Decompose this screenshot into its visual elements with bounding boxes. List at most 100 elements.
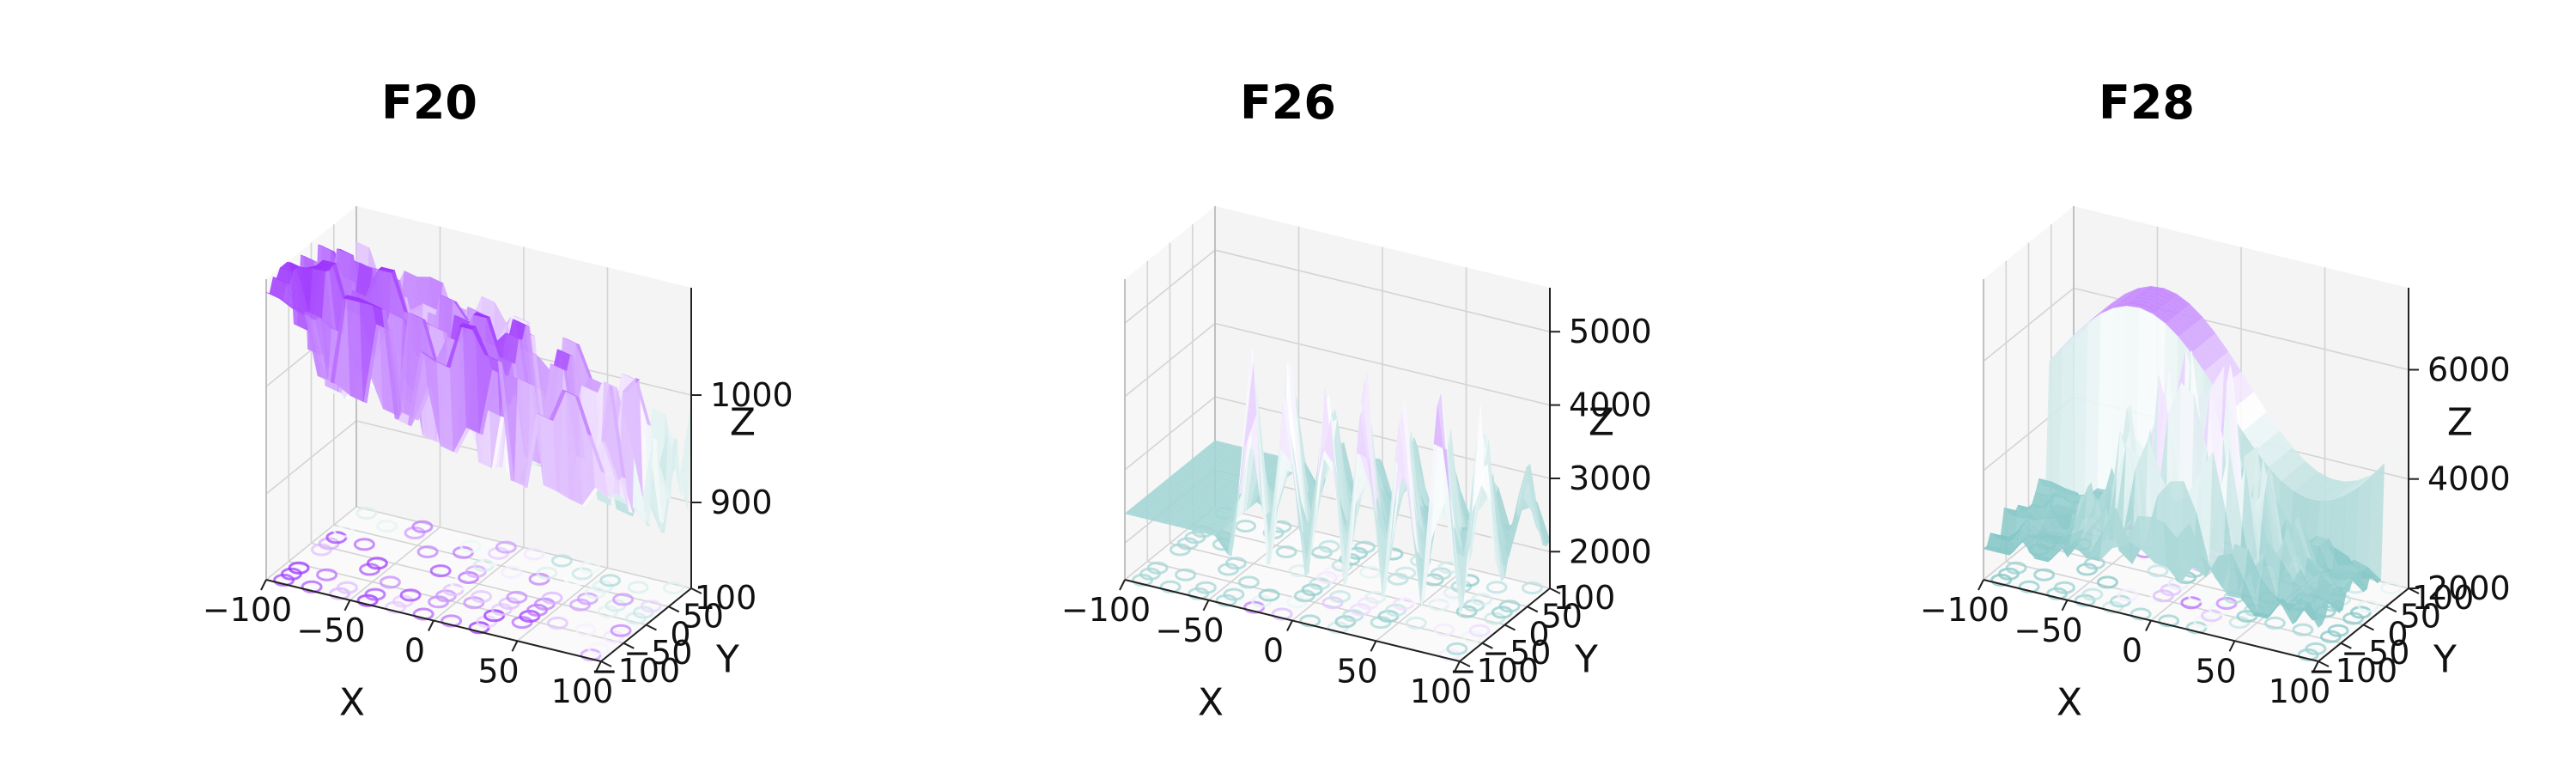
z-tick-label: 3000	[1569, 460, 1652, 497]
x-tick-label: −100	[1920, 591, 2009, 629]
y-tick-label: 50	[683, 597, 724, 635]
surface-facet	[2305, 602, 2323, 629]
chart-title: F26	[1239, 76, 1337, 130]
contour-ring	[376, 520, 398, 533]
contour-ring	[399, 588, 422, 602]
y-tick-label: 50	[2400, 597, 2441, 635]
contour-ring	[550, 554, 573, 568]
contour-ring	[2357, 600, 2379, 613]
contour-ring	[316, 568, 338, 581]
x-tick-mark	[2145, 620, 2152, 631]
x-tick-mark	[511, 640, 519, 652]
contour-ring	[2379, 581, 2402, 595]
x-tick-label: −100	[203, 591, 292, 629]
contour-ring	[1498, 600, 1521, 613]
y-tick-label: 0	[2387, 616, 2408, 654]
contour-ring	[495, 540, 517, 554]
y-tick-label: 0	[670, 616, 690, 654]
y-tick-mark	[1459, 660, 1471, 667]
contour-ring	[1359, 565, 1382, 579]
z-tick-label: 4000	[2427, 460, 2511, 498]
contour-ring	[541, 591, 563, 605]
z-axis-label: Z	[730, 401, 756, 445]
contour-ring	[2081, 587, 2104, 601]
contour-ring	[2147, 564, 2169, 578]
x-tick-mark	[1370, 640, 1377, 652]
x-tick-label: −50	[1155, 612, 1224, 649]
contour-ring	[2117, 588, 2139, 602]
contour-ring	[536, 566, 558, 580]
contour-ring	[627, 581, 649, 594]
contour-ring	[610, 624, 632, 637]
contour-ring	[2129, 607, 2152, 621]
gridline-y	[289, 561, 624, 644]
contour-ring	[506, 590, 528, 604]
y-axis-label: Y	[2433, 638, 2457, 682]
x-tick-label: 50	[1336, 652, 1377, 690]
gridline-y	[1147, 561, 1483, 644]
x-tick-label: 100	[1410, 673, 1473, 710]
contour-ring	[579, 561, 601, 575]
x-tick-mark	[595, 660, 602, 673]
tick-labels: −100−50050100−100−5005010020003000400050…	[1061, 313, 1652, 710]
contour-ring	[1433, 623, 1455, 636]
gridline-y	[311, 542, 647, 626]
chart-panel-f28: F28 −100 −50 0 50 100 −100 −50 0 50 100 2000 4000 60…	[1717, 0, 2576, 773]
y-tick-mark	[2363, 624, 2374, 631]
contour-ring	[416, 545, 439, 558]
chart-title: F20	[380, 76, 478, 130]
contour-ring	[459, 539, 482, 553]
y-tick-label: −50	[2341, 634, 2409, 672]
gridline-z	[1983, 287, 2075, 362]
x-axis-label: X	[2057, 681, 2082, 725]
x-tick-mark	[2228, 640, 2236, 652]
contour-ring	[1329, 590, 1352, 604]
y-tick-mark	[2340, 642, 2352, 649]
x-tick-label: 0	[1263, 632, 1284, 670]
gridline-z	[1124, 322, 1216, 398]
y-tick-mark	[646, 624, 657, 631]
contour-ring	[2327, 624, 2349, 637]
contour-ring	[1235, 520, 1257, 533]
contour-ring	[1237, 575, 1260, 589]
y-tick-label: 50	[1541, 597, 1583, 635]
y-tick-mark	[1481, 642, 1493, 649]
x-tick-label: 50	[2195, 652, 2236, 690]
contour-ring	[640, 600, 662, 613]
gridline-z	[1124, 249, 1216, 324]
x-tick-mark	[2312, 660, 2319, 673]
contour-ring	[440, 614, 463, 628]
x-tick-label: 100	[551, 673, 614, 710]
chart-f26-plot: −100−50050100−100−5005010020003000400050…	[1061, 206, 1652, 725]
x-tick-mark	[1119, 579, 1126, 591]
contour-ring	[501, 565, 523, 579]
y-tick-label: −100	[2308, 652, 2397, 690]
contour-ring	[1146, 561, 1169, 575]
contour-ring	[2033, 568, 2056, 581]
z-tick-label: 1000	[710, 376, 793, 414]
z-tick-label: 2000	[2427, 569, 2511, 607]
z-tick-label: 900	[710, 484, 773, 521]
x-tick-label: −50	[2014, 612, 2082, 649]
contour-ring	[1521, 581, 1543, 595]
contour-ring	[1485, 581, 1508, 594]
gridline-z	[265, 420, 357, 495]
contour-ring	[1223, 587, 1245, 601]
contour-ring	[366, 557, 388, 570]
contour-ring	[379, 575, 401, 589]
x-tick-label: −100	[1061, 591, 1151, 629]
contour-ring	[1275, 545, 1297, 558]
contour-ring	[662, 581, 684, 595]
contour-ring	[587, 642, 610, 655]
y-tick-mark	[2385, 606, 2397, 613]
y-tick-mark	[1549, 587, 1561, 594]
contour-ring	[1405, 616, 1427, 630]
contour-ring	[471, 590, 493, 604]
z-axis-label: Z	[2447, 401, 2473, 445]
contour-ring	[612, 593, 635, 606]
contour-ring	[2292, 623, 2314, 636]
y-tick-mark	[623, 642, 635, 649]
contour-ring	[1364, 590, 1387, 604]
